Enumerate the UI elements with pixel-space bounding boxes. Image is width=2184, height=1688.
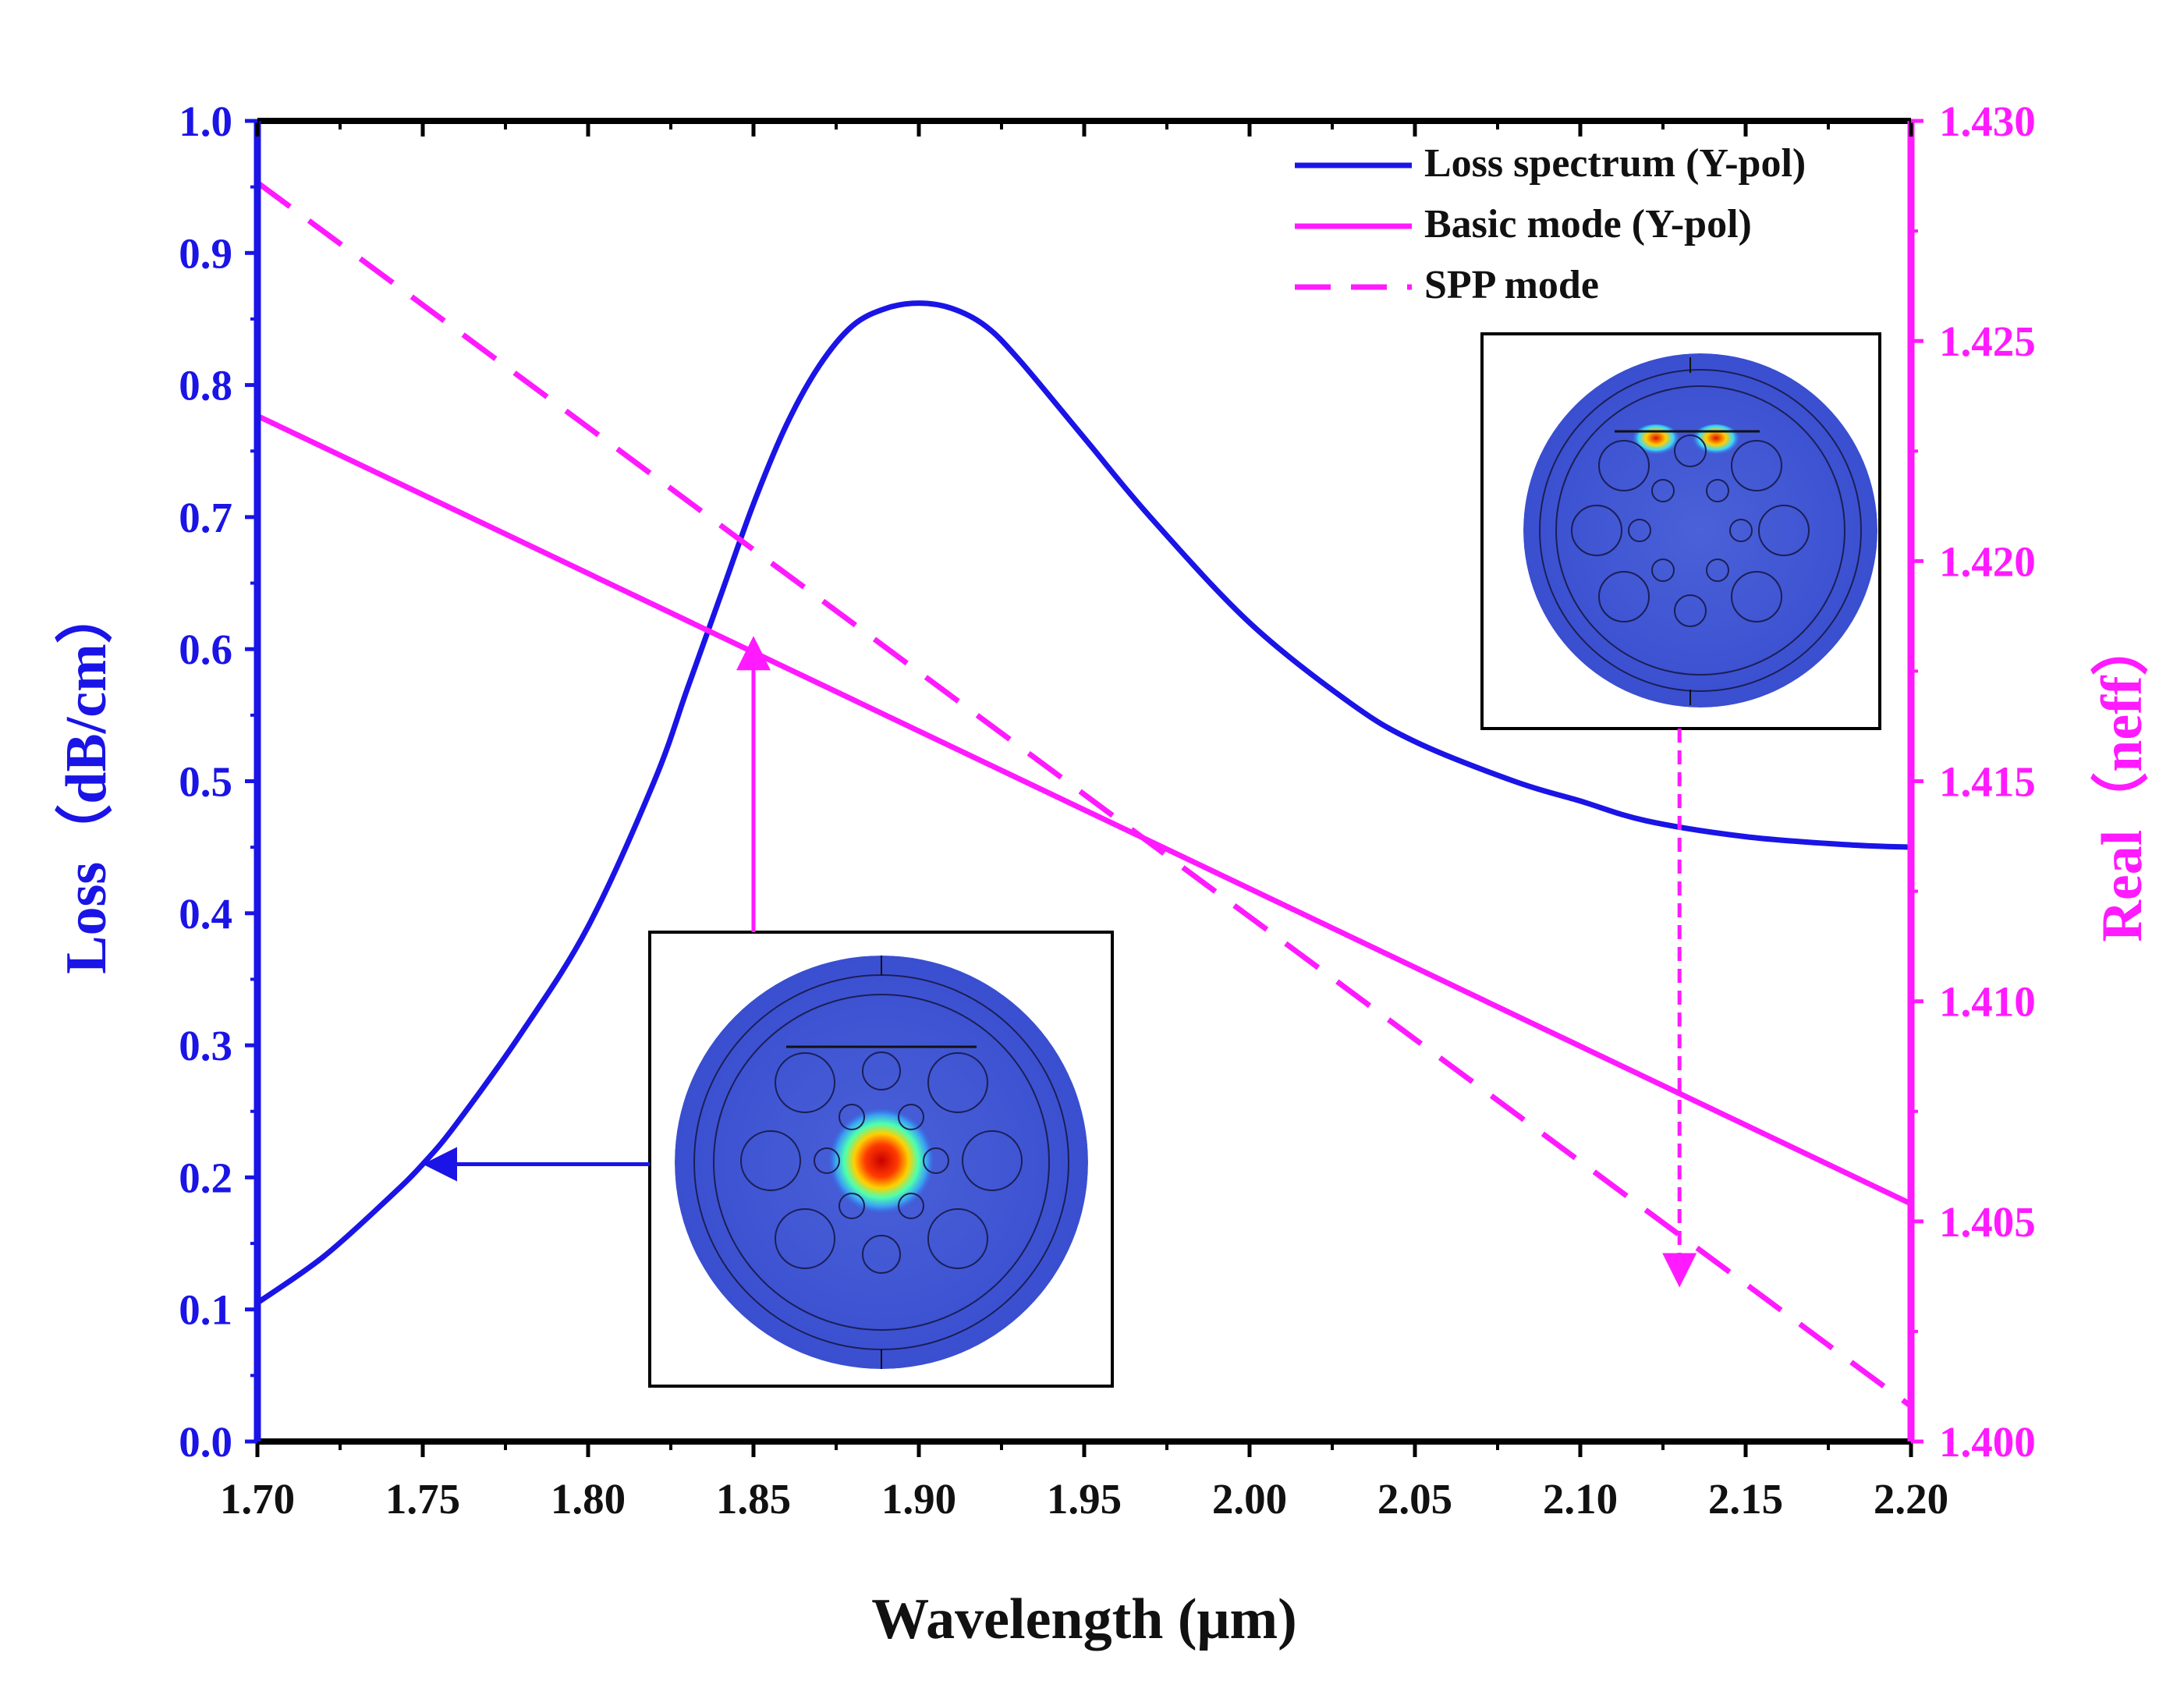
left-y-tick-label: 0.9: [179, 229, 232, 277]
air-hole: [1598, 440, 1650, 491]
air-hole: [1706, 559, 1729, 582]
left-y-tick-label: 0.0: [179, 1418, 232, 1466]
legend-label: Loss spectrum (Y-pol): [1424, 141, 1806, 186]
air-holes: [740, 1051, 1023, 1274]
mode-hotspot: [827, 1106, 936, 1215]
left-y-tick-label: 0.7: [179, 494, 232, 541]
annotation-arrow-head: [1662, 1253, 1697, 1288]
basic-mode-field-inset: [648, 931, 1114, 1388]
air-hole: [740, 1130, 801, 1191]
air-hole: [898, 1193, 924, 1219]
air-hole: [923, 1147, 949, 1174]
right-y-tick-label: 1.405: [1939, 1198, 2036, 1246]
right-y-tick-label: 1.410: [1939, 978, 2036, 1026]
air-hole: [1731, 571, 1782, 622]
series-line-spp-mode: [255, 180, 1913, 1409]
air-hole: [1571, 505, 1622, 556]
air-hole: [814, 1147, 840, 1174]
air-hole: [1598, 571, 1650, 622]
series-layer: [255, 180, 1913, 1409]
spp-hotspot-right: [1691, 424, 1741, 459]
annotation-arrow-head: [736, 636, 771, 671]
air-hole: [1674, 434, 1707, 467]
right-y-tick-label: 1.420: [1939, 537, 2036, 585]
spp-mode-field-inset: [1480, 332, 1881, 730]
left-y-tick-label: 0.8: [179, 362, 232, 410]
x-tick-label: 1.85: [716, 1475, 791, 1523]
air-hole: [898, 1104, 924, 1130]
left-y-tick-label: 1.0: [179, 98, 232, 145]
left-y-tick-label: 0.1: [179, 1286, 232, 1334]
air-hole: [1651, 479, 1675, 502]
air-hole: [838, 1193, 865, 1219]
air-hole: [1706, 479, 1729, 502]
air-hole: [838, 1104, 865, 1130]
left-y-tick-label: 0.6: [179, 626, 232, 673]
air-hole: [1674, 594, 1707, 627]
x-tick-label: 1.75: [385, 1475, 460, 1523]
x-tick-label: 1.70: [220, 1475, 295, 1523]
air-hole: [862, 1051, 901, 1090]
x-axis-title: Wavelength (μm): [871, 1587, 1297, 1651]
annotation-layer: [423, 636, 1697, 1288]
x-tick-label: 2.15: [1708, 1475, 1783, 1523]
air-hole: [927, 1052, 988, 1113]
fiber-cross-section: [1523, 353, 1877, 707]
right-y-tick-label: 1.425: [1939, 317, 2036, 365]
air-hole: [1651, 559, 1675, 582]
air-holes: [1571, 434, 1810, 627]
left-y-tick-label: 0.5: [179, 758, 232, 806]
legend-label: Basic mode (Y-pol): [1424, 202, 1752, 246]
series-line-basic-mode-y-pol: [256, 413, 1913, 1207]
spp-hotspot-left: [1631, 424, 1681, 459]
air-hole: [775, 1052, 835, 1113]
left-y-tick-label: 0.4: [179, 890, 232, 938]
air-hole: [775, 1208, 835, 1269]
air-hole: [1729, 519, 1753, 542]
left-y-tick-label: 0.3: [179, 1022, 232, 1069]
x-tick-label: 2.10: [1543, 1475, 1618, 1523]
air-hole: [962, 1130, 1023, 1191]
legend: Loss spectrum (Y-pol) Basic mode (Y-pol) S…: [1295, 141, 1806, 307]
series-line-loss-spectrum-y-pol: [255, 300, 1912, 1306]
x-tick-label: 1.80: [551, 1475, 626, 1523]
left-y-axis-title: Loss（dB/cm）: [55, 586, 119, 974]
axes-layer: 1.70 1.75 1.80 1.85 1.90 1.95 2.00 2.05 2.10 2.15…: [179, 98, 2036, 1523]
x-tick-label: 1.90: [881, 1475, 956, 1523]
cladding-ring: [1555, 385, 1845, 676]
right-y-tick-label: 1.415: [1939, 758, 2036, 806]
air-hole: [862, 1235, 901, 1274]
legend-label: SPP mode: [1424, 263, 1599, 307]
x-tick-label: 2.00: [1212, 1475, 1287, 1523]
air-hole: [1758, 505, 1810, 556]
right-y-tick-label: 1.430: [1939, 98, 2036, 145]
air-hole: [1628, 519, 1651, 542]
x-tick-label: 2.05: [1377, 1475, 1452, 1523]
x-tick-label: 1.95: [1047, 1475, 1122, 1523]
right-y-axis-title: Real（neff）: [2090, 618, 2154, 942]
air-hole: [1731, 440, 1782, 491]
air-hole: [927, 1208, 988, 1269]
cladding-ring: [713, 994, 1050, 1331]
x-tick-label: 2.20: [1874, 1475, 1948, 1523]
left-y-tick-label: 0.2: [179, 1154, 232, 1201]
annotation-arrow-head: [423, 1147, 457, 1182]
right-y-tick-label: 1.400: [1939, 1418, 2036, 1466]
cladding-ring: [1539, 369, 1862, 692]
